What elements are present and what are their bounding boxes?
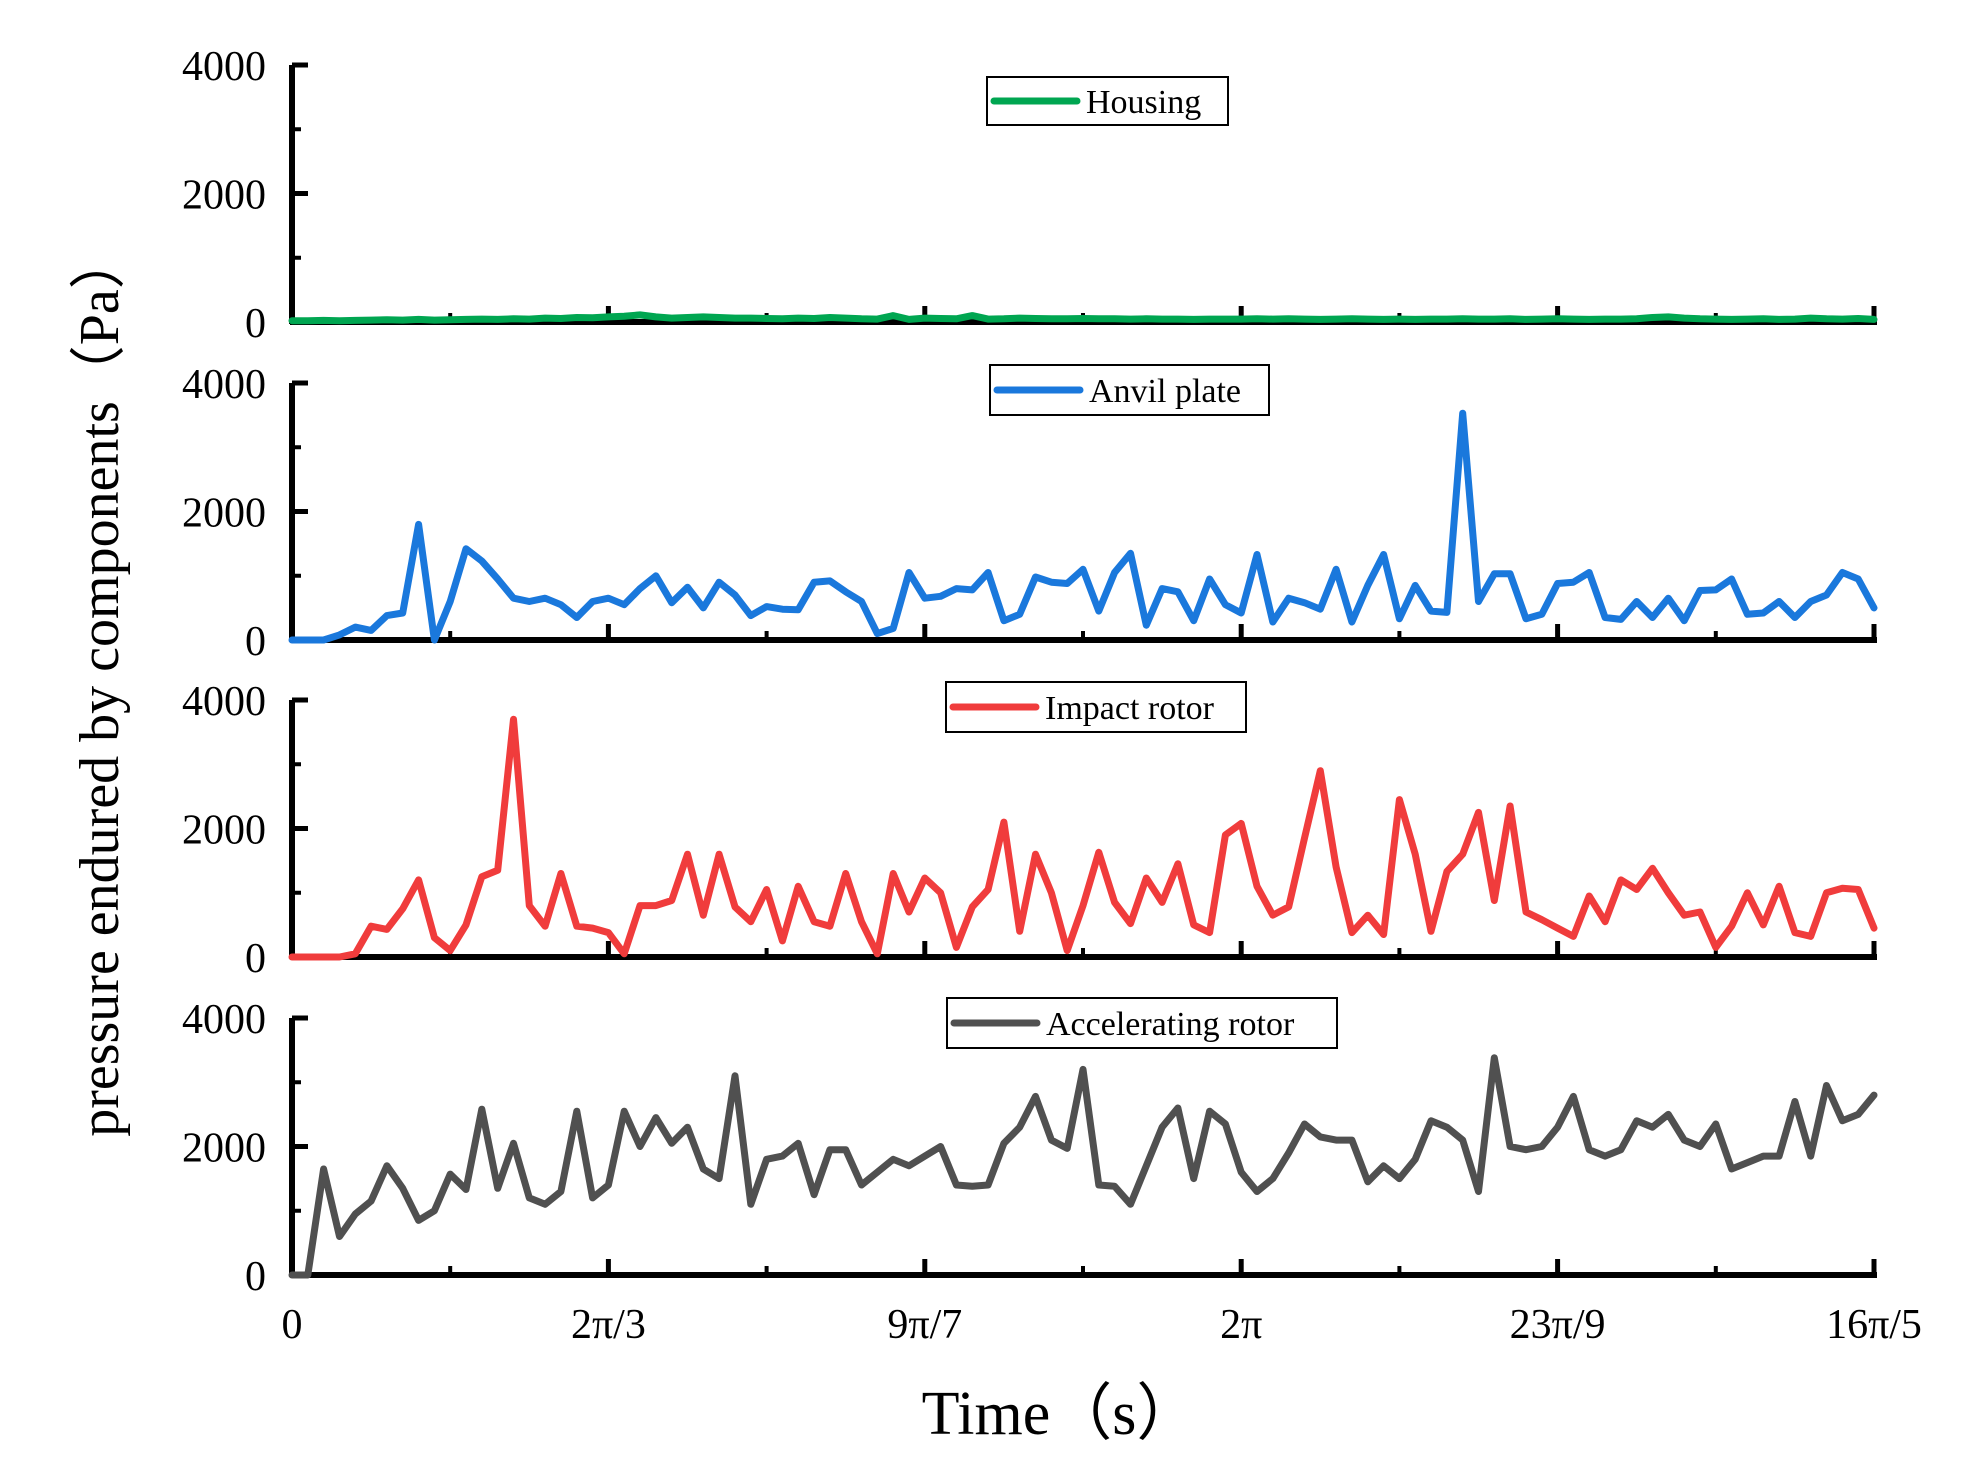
x-tick-label: 16π/5 — [1826, 1302, 1922, 1348]
y-tick-label: 0 — [245, 301, 266, 347]
series-line-housing — [288, 311, 1878, 325]
legend-label: Impact rotor — [1045, 690, 1215, 727]
y-tick-label: 2000 — [182, 808, 266, 854]
panel-accelerating-rotor: 0 2000 4000 Accelerating rotor — [182, 997, 1878, 1300]
x-tick-label: 2π — [1220, 1302, 1262, 1348]
y-tick-label: 4000 — [182, 44, 266, 90]
series-line-anvil-plate — [288, 409, 1878, 644]
y-tick-label: 2000 — [182, 491, 266, 537]
y-tick-label: 0 — [245, 619, 266, 665]
y-tick-label: 2000 — [182, 1126, 266, 1172]
legend: Anvil plate — [989, 364, 1270, 416]
panel-housing: 0 2000 4000 Housing — [182, 44, 1878, 347]
legend: Housing — [986, 76, 1229, 126]
y-tick-label: 4000 — [182, 997, 266, 1043]
series-line-accelerating-rotor — [288, 1054, 1878, 1279]
legend-label: Accelerating rotor — [1046, 1006, 1295, 1043]
x-tick-label: 9π/7 — [887, 1302, 962, 1348]
legend-box — [986, 76, 1229, 126]
chart-panels: 0 2000 4000 Housing 0 2000 4000 Anvil plate 0 200… — [182, 44, 1878, 1300]
legend: Accelerating rotor — [946, 997, 1338, 1049]
y-tick-label: 0 — [245, 1254, 266, 1300]
series-line-impact-rotor — [288, 715, 1878, 961]
y-tick-label: 0 — [245, 936, 266, 982]
y-tick-label: 4000 — [182, 362, 266, 408]
y-axis-title: pressure endured by components（Pa） — [69, 233, 131, 1137]
panel-anvil-plate: 0 2000 4000 Anvil plate — [182, 362, 1878, 665]
x-tick-label: 0 — [282, 1302, 303, 1348]
legend-box — [946, 997, 1338, 1049]
panel-impact-rotor: 0 2000 4000 Impact rotor — [182, 679, 1878, 982]
legend-label: Housing — [1086, 84, 1201, 121]
x-tick-label: 23π/9 — [1510, 1302, 1606, 1348]
x-tick-labels: 0 2π/3 9π/7 2π 23π/9 16π/5 — [282, 1302, 1922, 1348]
legend-label: Anvil plate — [1089, 373, 1241, 410]
legend: Impact rotor — [945, 681, 1247, 733]
y-tick-label: 2000 — [182, 173, 266, 219]
x-tick-label: 2π/3 — [571, 1302, 646, 1348]
x-axis-title: Time（s） — [922, 1380, 1199, 1448]
y-tick-label: 4000 — [182, 679, 266, 725]
